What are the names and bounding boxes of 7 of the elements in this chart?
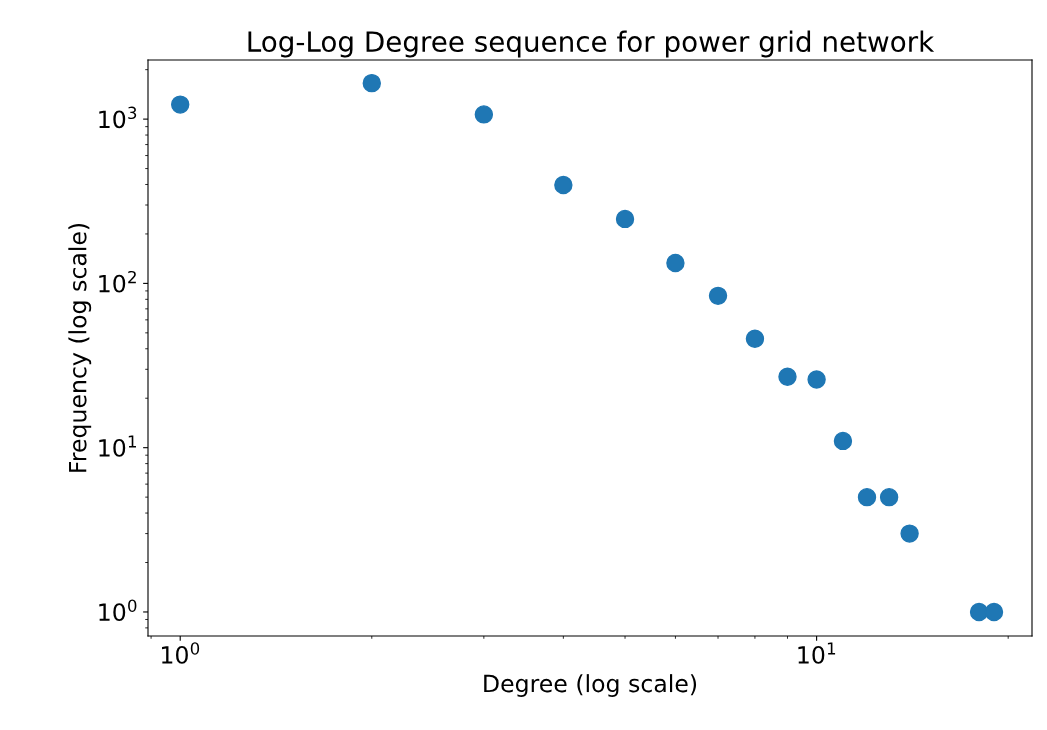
- y-tick-label: 10$^{2}$: [99, 270, 136, 293]
- chart-title: Log-Log Degree sequence for power grid network: [248, 30, 935, 58]
- y-tick-label: 10$^{1}$: [99, 435, 136, 457]
- y-axis-title: Frequency (log scale): [68, 223, 92, 472]
- y-tick-label: 10$^{0}$: [99, 599, 137, 622]
- y-tick-label: 10$^{3}$: [99, 106, 137, 129]
- x-axis-title: Degree (log scale): [484, 674, 697, 697]
